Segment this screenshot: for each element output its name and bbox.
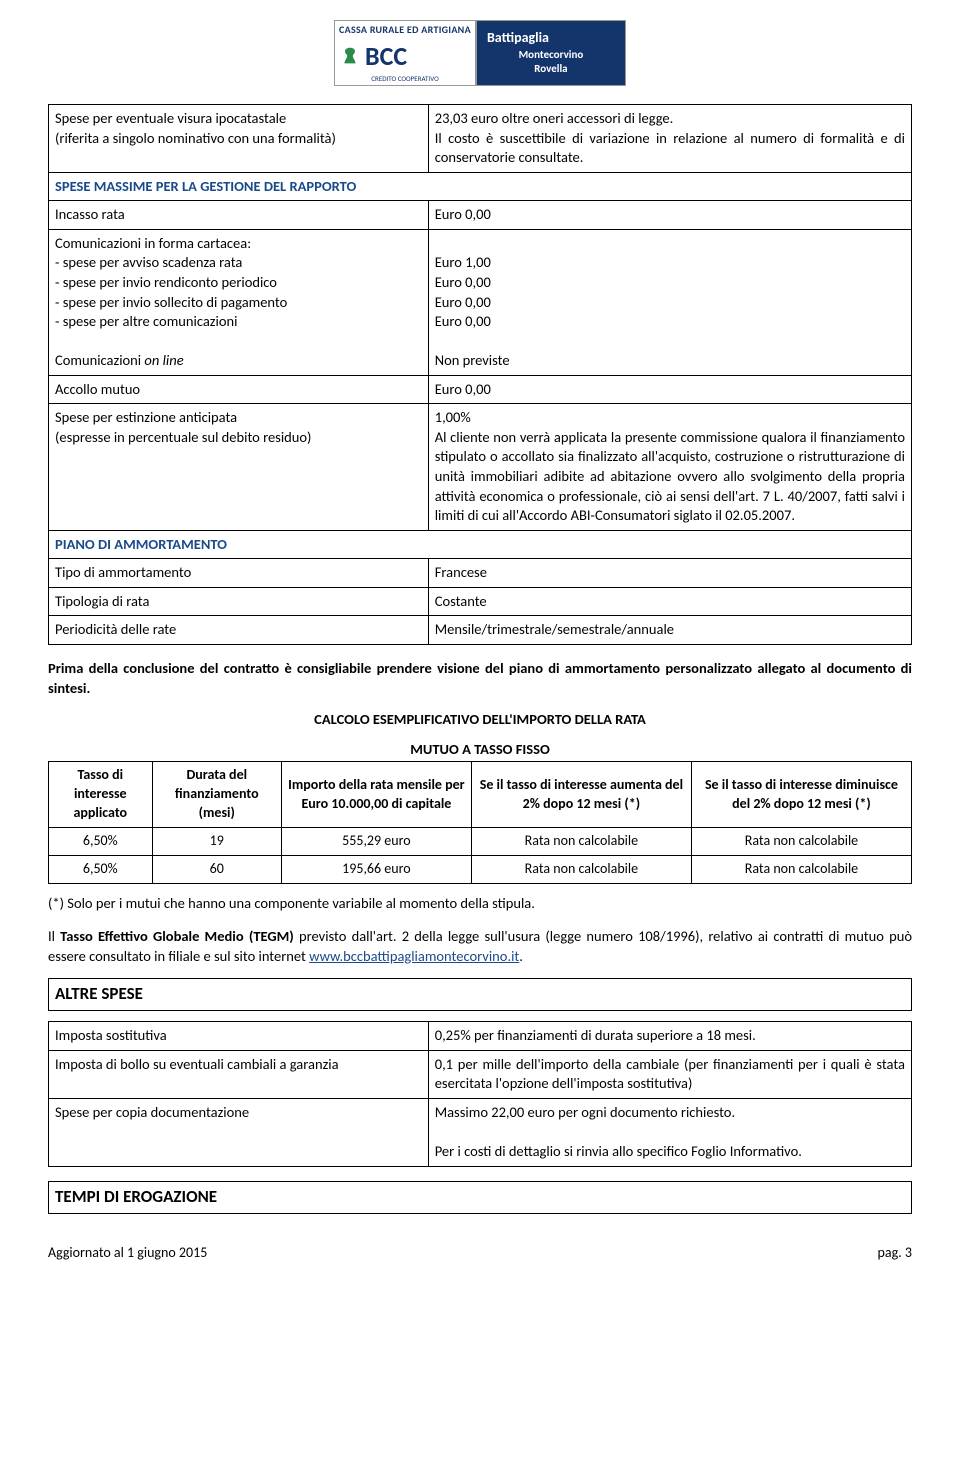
cell-text: Tipologia di rata (49, 587, 429, 616)
cell-text: Comunicazioni on line (55, 351, 422, 371)
cell-text: Periodicità delle rate (49, 616, 429, 645)
cell-text: 23,03 euro oltre oneri accessori di legg… (435, 109, 905, 129)
table-row: Incasso rata Euro 0,00 (49, 201, 912, 230)
cell-text: Francese (428, 559, 911, 588)
col-header: Tasso di interesse applicato (49, 762, 153, 828)
cell-text: (espresse in percentuale sul debito resi… (55, 428, 422, 448)
cell-text: Mensile/trimestrale/semestrale/annuale (428, 616, 911, 645)
table-row: Periodicità delle rate Mensile/trimestra… (49, 616, 912, 645)
table-row: Accollo mutuo Euro 0,00 (49, 375, 912, 404)
bcc-knot-icon (339, 45, 361, 67)
cell-text: Spese per eventuale visura ipocatastale (55, 109, 422, 129)
calc-title: CALCOLO ESEMPLIFICATIVO DELL'IMPORTO DEL… (48, 710, 912, 730)
cell-text: Rata non calcolabile (691, 827, 911, 855)
page-footer: Aggiornato al 1 giugno 2015 pag. 3 (48, 1244, 912, 1263)
cell-text: Il costo è suscettibile di variazione in… (435, 129, 905, 168)
table-row: Tipologia di rata Costante (49, 587, 912, 616)
section-title: PIANO DI AMMORTAMENTO (49, 530, 912, 559)
altre-spese-table: Imposta sostitutiva 0,25% per finanziame… (48, 1021, 912, 1166)
calc-table: Tasso di interesse applicato Durata del … (48, 761, 912, 883)
table-header-row: Tasso di interesse applicato Durata del … (49, 762, 912, 828)
cell-text: 6,50% (49, 827, 153, 855)
cell-text: Euro 0,00 (428, 201, 911, 230)
logo-r3: Rovella (487, 62, 615, 77)
tempi-erogazione-title: TEMPI DI EROGAZIONE (55, 1186, 905, 1209)
main-cost-table: Spese per eventuale visura ipocatastale … (48, 104, 912, 645)
section-header-row: PIANO DI AMMORTAMENTO (49, 530, 912, 559)
cell-text: Tipo di ammortamento (49, 559, 429, 588)
cell-text: 555,29 euro (281, 827, 471, 855)
cell-text: Al cliente non verrà applicata la presen… (435, 428, 905, 526)
altre-spese-box: ALTRE SPESE (48, 978, 912, 1011)
section-header-row: SPESE MASSIME PER LA GESTIONE DEL RAPPOR… (49, 172, 912, 201)
cell-text: Incasso rata (49, 201, 429, 230)
cell-text: Euro 0,00 (435, 273, 905, 293)
cell-text: 60 (152, 855, 281, 883)
header-logo: CASSA RURALE ED ARTIGIANA BCC CREDITO CO… (48, 20, 912, 86)
cell-text: Non previste (435, 351, 905, 371)
col-header: Importo della rata mensile per Euro 10.0… (281, 762, 471, 828)
cell-text: Rata non calcolabile (471, 827, 691, 855)
calc-subtitle: MUTUO A TASSO FISSO (48, 740, 912, 760)
cell-text: 6,50% (49, 855, 153, 883)
cell-text: Rata non calcolabile (691, 855, 911, 883)
cell-text: - spese per invio rendiconto periodico (55, 273, 422, 293)
cell-text: Rata non calcolabile (471, 855, 691, 883)
logo-sub: CREDITO COOPERATIVO (339, 74, 471, 83)
cell-text: 0,1 per mille dell'importo della cambial… (428, 1050, 911, 1098)
section-title: SPESE MASSIME PER LA GESTIONE DEL RAPPOR… (49, 172, 912, 201)
table-row: Imposta di bollo su eventuali cambiali a… (49, 1050, 912, 1098)
cell-text: - spese per altre comunicazioni (55, 312, 422, 332)
cell-text: Imposta di bollo su eventuali cambiali a… (49, 1050, 429, 1098)
logo-r1: Battipaglia (487, 29, 615, 48)
cell-text: Euro 1,00 (435, 253, 905, 273)
cell-text: Euro 0,00 (428, 375, 911, 404)
cell-text: Spese per estinzione anticipata (55, 408, 422, 428)
logo-top-text: CASSA RURALE ED ARTIGIANA (339, 23, 471, 37)
cell-text: 19 (152, 827, 281, 855)
logo-brand: BCC (365, 39, 407, 74)
altre-spese-title: ALTRE SPESE (55, 983, 905, 1006)
cell-text: Euro 0,00 (435, 293, 905, 313)
cell-text: 1,00% (435, 408, 905, 428)
footer-date: Aggiornato al 1 giugno 2015 (48, 1244, 207, 1263)
table-row: Comunicazioni in forma cartacea: - spese… (49, 229, 912, 375)
cell-text: Accollo mutuo (49, 375, 429, 404)
website-link[interactable]: www.bccbattipagliamontecorvino.it (309, 947, 519, 965)
col-header: Se il tasso di interesse aumenta del 2% … (471, 762, 691, 828)
cell-text: Massimo 22,00 euro per ogni documento ri… (435, 1103, 905, 1123)
table-row: 6,50% 60 195,66 euro Rata non calcolabil… (49, 855, 912, 883)
tegm-bold: Tasso Effettivo Globale Medio (TEGM) (60, 927, 294, 945)
table-row: Spese per eventuale visura ipocatastale … (49, 105, 912, 173)
footer-page: pag. 3 (878, 1244, 912, 1263)
tempi-erogazione-box: TEMPI DI EROGAZIONE (48, 1181, 912, 1214)
table-row: Tipo di ammortamento Francese (49, 559, 912, 588)
cell-text: Costante (428, 587, 911, 616)
cell-text: Comunicazioni in forma cartacea: (55, 234, 422, 254)
logo-r2: Montecorvino (487, 48, 615, 63)
cell-text: - spese per avviso scadenza rata (55, 253, 422, 273)
advice-paragraph: Prima della conclusione del contratto è … (48, 659, 912, 698)
table-row: Spese per estinzione anticipata (espress… (49, 404, 912, 530)
cell-text: 0,25% per finanziamenti di durata superi… (428, 1022, 911, 1051)
table-row: 6,50% 19 555,29 euro Rata non calcolabil… (49, 827, 912, 855)
col-header: Durata del finanziamento (mesi) (152, 762, 281, 828)
cell-text: - spese per invio sollecito di pagamento (55, 293, 422, 313)
cell-text: Euro 0,00 (435, 312, 905, 332)
cell-text: Imposta sostitutiva (49, 1022, 429, 1051)
table-row: Spese per copia documentazione Massimo 2… (49, 1098, 912, 1166)
col-header: Se il tasso di interesse diminuisce del … (691, 762, 911, 828)
cell-text: Spese per copia documentazione (49, 1098, 429, 1166)
note-star: (*) Solo per i mutui che hanno una compo… (48, 894, 912, 914)
tegm-paragraph: Il Tasso Effettivo Globale Medio (TEGM) … (48, 927, 912, 966)
table-row: Imposta sostitutiva 0,25% per finanziame… (49, 1022, 912, 1051)
cell-text: (riferita a singolo nominativo con una f… (55, 129, 422, 149)
cell-text: 195,66 euro (281, 855, 471, 883)
cell-text: Per i costi di dettaglio si rinvia allo … (435, 1142, 905, 1162)
